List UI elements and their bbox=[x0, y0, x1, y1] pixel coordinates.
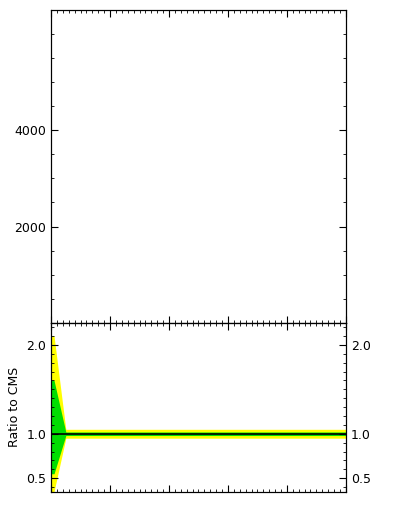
Y-axis label: Ratio to CMS: Ratio to CMS bbox=[8, 367, 21, 447]
